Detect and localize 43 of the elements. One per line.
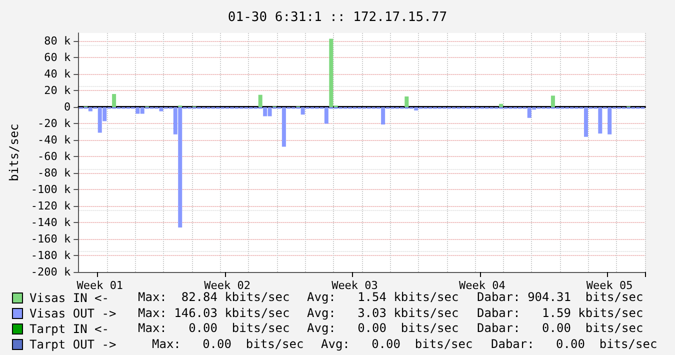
x-tick-label: Week 04 bbox=[458, 279, 506, 292]
bar bbox=[404, 96, 409, 108]
text: Avg: 0.00 bits/sec bbox=[307, 321, 459, 335]
y-tick-label: -100 k bbox=[30, 183, 71, 196]
x-tick-label: Week 02 bbox=[204, 279, 250, 292]
legend-label: Tarpt IN <- bbox=[30, 322, 109, 336]
text: Max: 82.84 kbits/sec bbox=[138, 290, 290, 304]
bar bbox=[112, 94, 116, 108]
text: Dabar: 904.31 bits/sec bbox=[477, 290, 644, 304]
y-tick-label: 0 bbox=[64, 100, 71, 114]
y-tick-label: -180 k bbox=[30, 249, 71, 262]
y-tick-label: -60 k bbox=[38, 150, 71, 164]
text: Dabar: 0.00 bits/sec bbox=[491, 337, 658, 351]
text: Max: 146.03 kbits/sec bbox=[138, 306, 290, 320]
y-tick-label: -140 k bbox=[30, 216, 71, 230]
y-tick-label: -160 k bbox=[30, 232, 71, 246]
legend-label: Visas IN <- bbox=[30, 291, 109, 305]
y-axis-title: bits/sec bbox=[7, 124, 21, 182]
y-tick-label: -80 k bbox=[38, 166, 71, 180]
x-tick-label: Week 05 bbox=[586, 279, 633, 292]
bar bbox=[258, 94, 262, 108]
chart-title: 01-30 6:31:1 :: 172.17.15.77 bbox=[228, 10, 448, 25]
text: Avg: 0.00 bits/sec bbox=[321, 337, 473, 351]
bar bbox=[550, 96, 555, 108]
legend-label: Tarpt OUT -> bbox=[30, 338, 116, 352]
y-tick-label: -20 k bbox=[38, 117, 71, 130]
legend-label: Visas OUT -> bbox=[30, 306, 116, 320]
text: Avg: 1.54 kbits/sec bbox=[307, 290, 459, 304]
y-tick-label: -120 k bbox=[30, 200, 71, 213]
x-tick-label: Week 03 bbox=[332, 279, 378, 292]
x-tick-label: Week 01 bbox=[76, 279, 124, 292]
text: Avg: 3.03 kbits/sec bbox=[307, 306, 459, 320]
y-tick-label: 40 k bbox=[44, 68, 72, 81]
y-tick-label: -200 k bbox=[30, 266, 71, 278]
text: Dabar: 0.00 bits/sec bbox=[477, 321, 644, 335]
y-tick-label: -40 k bbox=[38, 134, 71, 147]
text: Max: 0.00 bits/sec bbox=[138, 321, 290, 335]
y-tick-label: 80 k bbox=[44, 34, 72, 48]
text: Dabar: 1.59 kbits/sec bbox=[477, 306, 644, 320]
y-tick-label: 60 k bbox=[44, 51, 72, 64]
text: Max: 0.00 bits/sec bbox=[152, 337, 304, 351]
y-tick-label: 20 k bbox=[44, 84, 72, 98]
bar bbox=[499, 104, 504, 108]
